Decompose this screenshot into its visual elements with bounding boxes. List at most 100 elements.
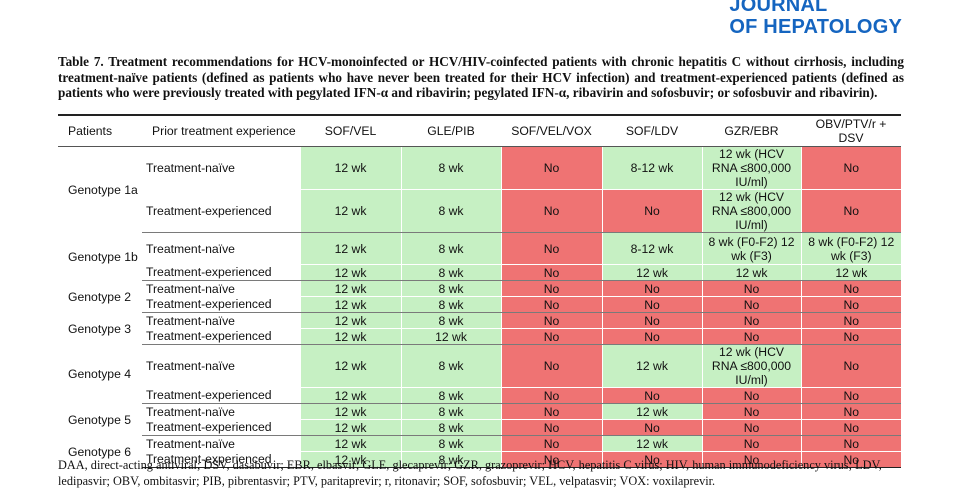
recommendation-cell: 12 wk	[601, 264, 702, 281]
recommendation-cell: 8 wk	[400, 451, 501, 468]
genotype-label: Genotype 4	[68, 367, 132, 381]
recommendation-cell: 8 wk	[400, 146, 501, 190]
recommendation-cell: 8 wk	[400, 419, 501, 436]
recommendation-cell: 12 wk	[299, 146, 401, 190]
recommendation-cell: No	[500, 280, 602, 297]
recommendation-cell: No	[500, 296, 602, 313]
recommendation-cell: 12 wk	[299, 387, 401, 404]
recommendation-cell: 8 wk	[400, 435, 501, 452]
header-cell: SOF/LDV	[602, 114, 702, 147]
recommendation-cell: No	[601, 419, 702, 436]
recommendation-cell: No	[701, 312, 801, 329]
recommendation-cell: 8 wk	[400, 232, 501, 265]
recommendation-cell: No	[500, 146, 602, 190]
header-cell: Patients	[58, 114, 142, 147]
genotype-label: Genotype 5	[68, 412, 132, 427]
recommendation-cell: No	[800, 387, 901, 404]
recommendation-cell: No	[500, 403, 602, 420]
header-cell: SOF/VEL/VOX	[501, 114, 602, 147]
recommendation-cell: No	[500, 435, 602, 452]
recommendation-cell: 12 wk	[701, 264, 801, 281]
recommendation-cell: No	[500, 232, 602, 265]
recommendation-cell: 12 wk	[400, 328, 501, 345]
recommendation-cell: 8 wk	[400, 403, 501, 420]
recommendation-cell: 12 wk	[299, 344, 401, 388]
genotype-label: Genotype 3	[68, 321, 132, 336]
table-row: Treatment-experienced 12 wk 8 wk No No No No	[58, 387, 901, 404]
recommendation-cell: 12 wk	[299, 403, 401, 420]
prior-treatment-label: Treatment-naïve	[146, 241, 235, 256]
recommendation-cell: No	[800, 403, 901, 420]
table-row: Treatment-experienced 12 wk 8 wk No No No No	[58, 419, 901, 436]
prior-treatment-label: Treatment-naïve	[146, 436, 235, 451]
recommendation-cell: 12 wk	[299, 296, 401, 313]
recommendation-cell: 12 wk	[299, 419, 401, 436]
recommendation-cell: 12 wk	[299, 312, 401, 329]
table-row: Treatment-experienced 12 wk 8 wk No No 12 wk …	[58, 189, 901, 233]
recommendation-cell: 12 wk	[601, 344, 702, 388]
table-row: Genotype 1b Treatment-naïve 12 wk 8 wk No 8-1…	[58, 232, 901, 265]
recommendation-cell: 12 wk	[800, 264, 901, 281]
recommendation-cell: No	[701, 451, 801, 468]
header-cell: Prior treatment experience	[142, 114, 300, 147]
recommendation-cell: No	[701, 435, 801, 452]
recommendation-cell: No	[601, 312, 702, 329]
table-row: Genotype 2 Treatment-naïve 12 wk 8 wk No No No…	[58, 280, 901, 304]
recommendation-cell: No	[701, 419, 801, 436]
recommendation-cell: No	[601, 280, 702, 297]
recommendation-cell: 12 wk	[299, 280, 401, 297]
recommendation-cell: 12 wk	[299, 264, 401, 281]
header-cell: GLE/PIB	[401, 114, 501, 147]
recommendation-cell: No	[800, 344, 901, 388]
recommendation-cell: No	[500, 264, 602, 281]
recommendation-cell: No	[500, 451, 602, 468]
recommendation-cell: 12 wk	[299, 232, 401, 265]
table-row: Treatment-experienced 12 wk 8 wk No 12 wk 12 …	[58, 264, 901, 281]
footnote: DAA, direct-acting antiviral; DSV, dasab…	[58, 458, 882, 488]
recommendation-cell: No	[500, 419, 602, 436]
recommendation-cell: No	[601, 328, 702, 345]
recommendation-cell: No	[800, 451, 901, 468]
journal-logo-line1: JOURNAL	[729, 0, 828, 16]
prior-treatment-label: Treatment-naïve	[146, 359, 235, 374]
recommendation-cell: No	[500, 344, 602, 388]
recommendation-cell: No	[500, 387, 602, 404]
prior-treatment-label: Treatment-naïve	[146, 281, 235, 296]
table-row: Treatment-experienced 12 wk 8 wk No No No No	[58, 296, 901, 313]
table-row: Genotype 6 Treatment-naïve 12 wk 8 wk No 12 w…	[58, 435, 901, 459]
recommendation-cell: No	[800, 419, 901, 436]
recommendation-cell: No	[800, 189, 901, 233]
prior-treatment-label: Treatment-experienced	[142, 189, 300, 233]
recommendation-cell: 8 wk	[400, 296, 501, 313]
treatment-table: Patients Prior treatment experience SOF/…	[58, 114, 901, 468]
recommendation-cell: 12 wk	[601, 435, 702, 452]
prior-treatment-label: Treatment-experienced	[142, 387, 300, 404]
recommendation-cell: No	[500, 328, 602, 345]
table-body: Genotype 1a Treatment-naïve 12 wk 8 wk No 8-1…	[58, 146, 901, 468]
table-caption: Table 7. Treatment recommendations for H…	[58, 54, 904, 101]
recommendation-cell: 12 wk (HCV RNA ≤800,000 IU/ml)	[701, 344, 801, 388]
header-row: Patients Prior treatment experience SOF/…	[58, 114, 901, 147]
recommendation-cell: No	[701, 296, 801, 313]
recommendation-cell: 8 wk	[400, 189, 501, 233]
recommendation-cell: 8 wk	[400, 387, 501, 404]
recommendation-cell: No	[601, 296, 702, 313]
recommendation-cell: 8 wk (F0-F2) 12 wk (F3)	[701, 232, 801, 265]
recommendation-cell: No	[601, 387, 702, 404]
prior-treatment-label: Treatment-experienced	[142, 264, 300, 281]
journal-logo: JOURNAL OF HEPATOLOGY	[729, 0, 902, 38]
recommendation-cell: 12 wk	[299, 328, 401, 345]
table-row: Genotype 3 Treatment-naïve 12 wk 8 wk No No No…	[58, 312, 901, 336]
genotype-label: Genotype 6	[68, 444, 132, 459]
recommendation-cell: 12 wk (HCV RNA ≤800,000 IU/ml)	[701, 146, 801, 190]
recommendation-cell: 8-12 wk	[601, 146, 702, 190]
prior-treatment-label: Treatment-experienced	[142, 296, 300, 313]
table-row: Treatment-experienced 12 wk 12 wk No No No No	[58, 328, 901, 345]
recommendation-cell: No	[500, 189, 602, 233]
recommendation-cell: No	[500, 312, 602, 329]
recommendation-cell: No	[701, 280, 801, 297]
recommendation-cell: 8 wk	[400, 264, 501, 281]
recommendation-cell: No	[701, 387, 801, 404]
journal-logo-line2: OF HEPATOLOGY	[729, 16, 902, 38]
genotype-label: Genotype 1b	[68, 249, 138, 264]
